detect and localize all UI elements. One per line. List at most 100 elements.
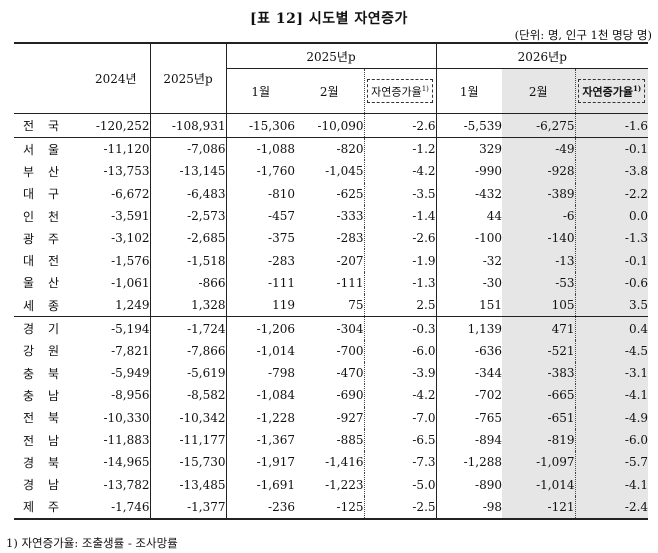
val-2025-jan: -1,760 (225, 160, 295, 183)
val-2026-feb: -140 (502, 227, 576, 250)
val-2026-jan: -702 (435, 384, 503, 407)
region-name: 충남 (22, 388, 74, 403)
region-name: 울산 (22, 276, 74, 291)
table-row: 제주 -1,746 -1,377 -236 -125 -2.5 -98 -121 -2.4 (14, 495, 649, 521)
header-2025-jan: 1월 (225, 68, 295, 114)
val-2024: -13,782 (103, 477, 150, 492)
val-2026-rate: -1.3 (574, 227, 649, 250)
val-2025-rate: -7.3 (363, 451, 437, 474)
val-2025-jan: -1,014 (225, 339, 295, 362)
region-name: 전남 (22, 433, 74, 448)
val-2025-jan: -1,691 (225, 473, 295, 496)
region-name: 세종 (14, 294, 82, 318)
region-name: 대구 (22, 187, 74, 202)
val-2025-rate: -7.0 (363, 406, 437, 429)
val-2024: -7,821 (111, 343, 150, 358)
table-row: 경북 -14,965 -15,730 -1,917 -1,416 -7.3 -1,288 -1… (14, 451, 649, 474)
val-2026-rate: -4.9 (574, 406, 649, 429)
val-2025: -2,685 (149, 227, 226, 250)
val-2026-feb: -819 (502, 428, 576, 452)
val-2025-feb: -1,223 (325, 477, 364, 492)
val-2026-rate: -3.1 (574, 361, 649, 385)
val-2025: 1,328 (149, 294, 226, 318)
val-2024: -11,120 (103, 142, 150, 157)
val-2026-rate: -0.1 (574, 249, 649, 272)
val-2025: -10,342 (149, 406, 226, 429)
val-2026-jan: 44 (435, 204, 503, 228)
val-2025: -11,177 (149, 428, 226, 452)
val-2026-feb: -6 (502, 204, 576, 228)
val-2024: -11,883 (103, 433, 150, 447)
region-name: 전북 (22, 411, 74, 426)
val-2025-jan: -1,917 (225, 451, 295, 474)
val-2025-jan: -457 (225, 204, 295, 228)
val-2026-jan: 329 (435, 137, 503, 161)
val-2026-jan: -990 (435, 160, 503, 183)
val-2026-jan: -1,288 (435, 451, 503, 474)
val-2026-rate: -4.1 (574, 384, 649, 407)
val-2025-rate: -1.9 (363, 249, 437, 272)
val-2026-feb: -389 (502, 182, 576, 205)
val-2025-jan: -1,088 (225, 137, 295, 161)
val-2026-jan: -344 (435, 361, 503, 385)
val-2025: -13,145 (149, 160, 226, 183)
val-2025-rate: -0.3 (363, 316, 437, 340)
table-row: 세종 1,249 1,328 119 75 2.5 151 105 3.5 (14, 294, 649, 318)
val-2025-feb: -625 (336, 186, 364, 201)
region-name: 서울 (22, 142, 74, 157)
header-2025-rate-sup: 1) (421, 85, 429, 94)
val-2024: -1,061 (111, 275, 150, 290)
val-2025-jan: -1,084 (225, 384, 295, 407)
val-2025-rate: -6.5 (363, 428, 437, 452)
val-2025: -1,377 (149, 495, 226, 521)
val-2025-rate: 2.5 (363, 294, 437, 318)
region-name: 경북 (22, 455, 74, 470)
val-2025-jan: -15,306 (225, 113, 295, 138)
val-2025-feb: 75 (295, 294, 364, 318)
table-row: 인천 -3,591 -2,573 -457 -333 -1.4 44 -6 0.0 (14, 204, 649, 228)
val-2025-rate: -3.9 (363, 361, 437, 385)
val-2026-rate: 0.0 (574, 204, 649, 228)
header-2025-feb: 2월 (295, 68, 364, 114)
table-row: 강원 -7,821 -7,866 -1,014 -700 -6.0 -636 -521 -4.5 (14, 339, 649, 362)
val-2024: -14,965 (103, 455, 150, 470)
header-2026-rate-sup: 1) (632, 84, 642, 94)
header-2026-jan: 1월 (435, 68, 503, 114)
val-2024: -1,746 (82, 495, 150, 521)
val-2026-jan: -100 (435, 227, 503, 250)
val-2025-jan: -1,206 (225, 316, 295, 340)
val-2025-rate: -4.2 (363, 384, 437, 407)
val-2025-feb: -885 (336, 433, 364, 447)
val-2026-jan: -5,539 (435, 113, 503, 138)
val-2026-jan: -636 (435, 339, 503, 362)
table-body: 전국 -120,252 -108,931 -15,306 -10,090 -2.6 -5,5… (14, 113, 649, 521)
header-2026-rate: 자연증가율1) (574, 68, 649, 114)
table-row: 대구 -6,672 -6,483 -810 -625 -3.5 -432 -389 -2.2 (14, 182, 649, 205)
region-name: 경남 (22, 478, 74, 493)
val-2025: -1,518 (149, 249, 226, 272)
region-name: 대전 (22, 254, 74, 269)
table-row: 경남 -13,782 -13,485 -1,691 -1,223 -5.0 -890 -1,0… (14, 473, 649, 496)
val-2026-feb: -53 (502, 271, 576, 295)
val-2026-rate: -4.1 (574, 473, 649, 496)
val-2026-jan: -32 (435, 249, 503, 272)
val-2025-rate: -1.4 (363, 204, 437, 228)
val-2024: -5,194 (111, 321, 150, 336)
table-row: 울산 -1,061 -866 -111 -111 -1.3 -30 -53 -0.6 (14, 271, 649, 295)
header-region (14, 42, 82, 114)
val-2025-jan: -375 (225, 227, 295, 250)
val-2025: -108,931 (149, 113, 226, 138)
region-name: 경기 (22, 322, 74, 337)
val-2025-jan: -810 (225, 182, 295, 205)
val-2026-feb: -651 (502, 406, 576, 429)
val-2026-jan: -890 (435, 473, 503, 496)
region-name: 제주 (14, 495, 82, 521)
val-2025-jan: -1,228 (225, 406, 295, 429)
val-2026-feb: -521 (502, 339, 576, 362)
val-2025-rate: -4.2 (363, 160, 437, 183)
val-2025-feb: -690 (336, 388, 364, 403)
val-2025: -7,866 (149, 339, 226, 362)
table-row: 부산 -13,753 -13,145 -1,760 -1,045 -4.2 -990 -928… (14, 160, 649, 183)
val-2024: -13,753 (103, 164, 150, 179)
val-2025-feb: -820 (336, 142, 364, 157)
